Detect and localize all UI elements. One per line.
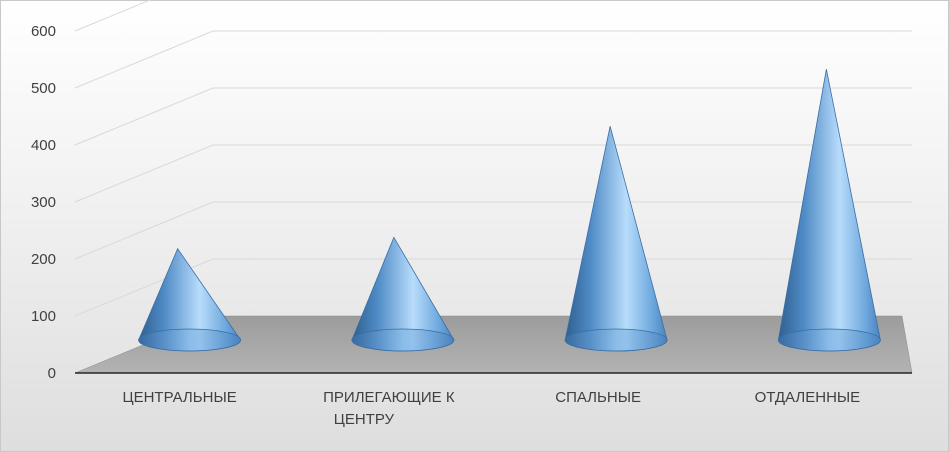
x-tick-label-line: ОТДАЛЕННЫЕ (755, 389, 861, 406)
y-tick-label: 0 (48, 365, 56, 382)
x-tick-label-line: ПРИЛЕГАЮЩИЕ К (323, 389, 455, 406)
x-tick-label: ЦЕНТРАЛЬНЫЕ (123, 389, 237, 406)
gridline (74, 30, 912, 89)
cone-base (138, 328, 242, 352)
x-tick-label-line: ЦЕНТРУ (334, 411, 395, 428)
y-tick-label: 200 (31, 251, 56, 268)
gridlines (74, 0, 912, 317)
cone-1 (138, 247, 242, 352)
x-tick-label: ОТДАЛЕННЫЕ (755, 389, 861, 406)
gridline (74, 201, 912, 260)
cone-base (777, 328, 881, 352)
cones (138, 69, 881, 352)
x-tick-label: ПРИЛЕГАЮЩИЕ К ЦЕНТРУ (323, 389, 455, 428)
cone-base (351, 328, 455, 352)
y-tick-label: 600 (31, 23, 56, 40)
cone-body (777, 69, 881, 352)
cone-body (564, 126, 668, 352)
cone-base (564, 328, 668, 352)
x-tick-label: СПАЛЬНЫЕ (555, 389, 641, 406)
x-tick-label-line: СПАЛЬНЫЕ (555, 389, 641, 406)
cone-3 (564, 126, 668, 352)
cone-2 (351, 236, 455, 352)
gridline (74, 144, 912, 203)
gridline (74, 258, 912, 317)
y-tick-label: 500 (31, 80, 56, 97)
y-tick-label: 100 (31, 308, 56, 325)
labels: 0 100 200 300 400 500 600 ЦЕНТРАЛЬНЫЕ ПРИЛЕГАЮЩИ… (31, 23, 860, 428)
gridline (74, 87, 912, 146)
cone-4 (777, 69, 881, 352)
y-tick-label: 300 (31, 194, 56, 211)
y-tick-label: 400 (31, 137, 56, 154)
x-tick-label-line: ЦЕНТРАЛЬНЫЕ (123, 389, 237, 406)
gridline (74, 0, 152, 32)
